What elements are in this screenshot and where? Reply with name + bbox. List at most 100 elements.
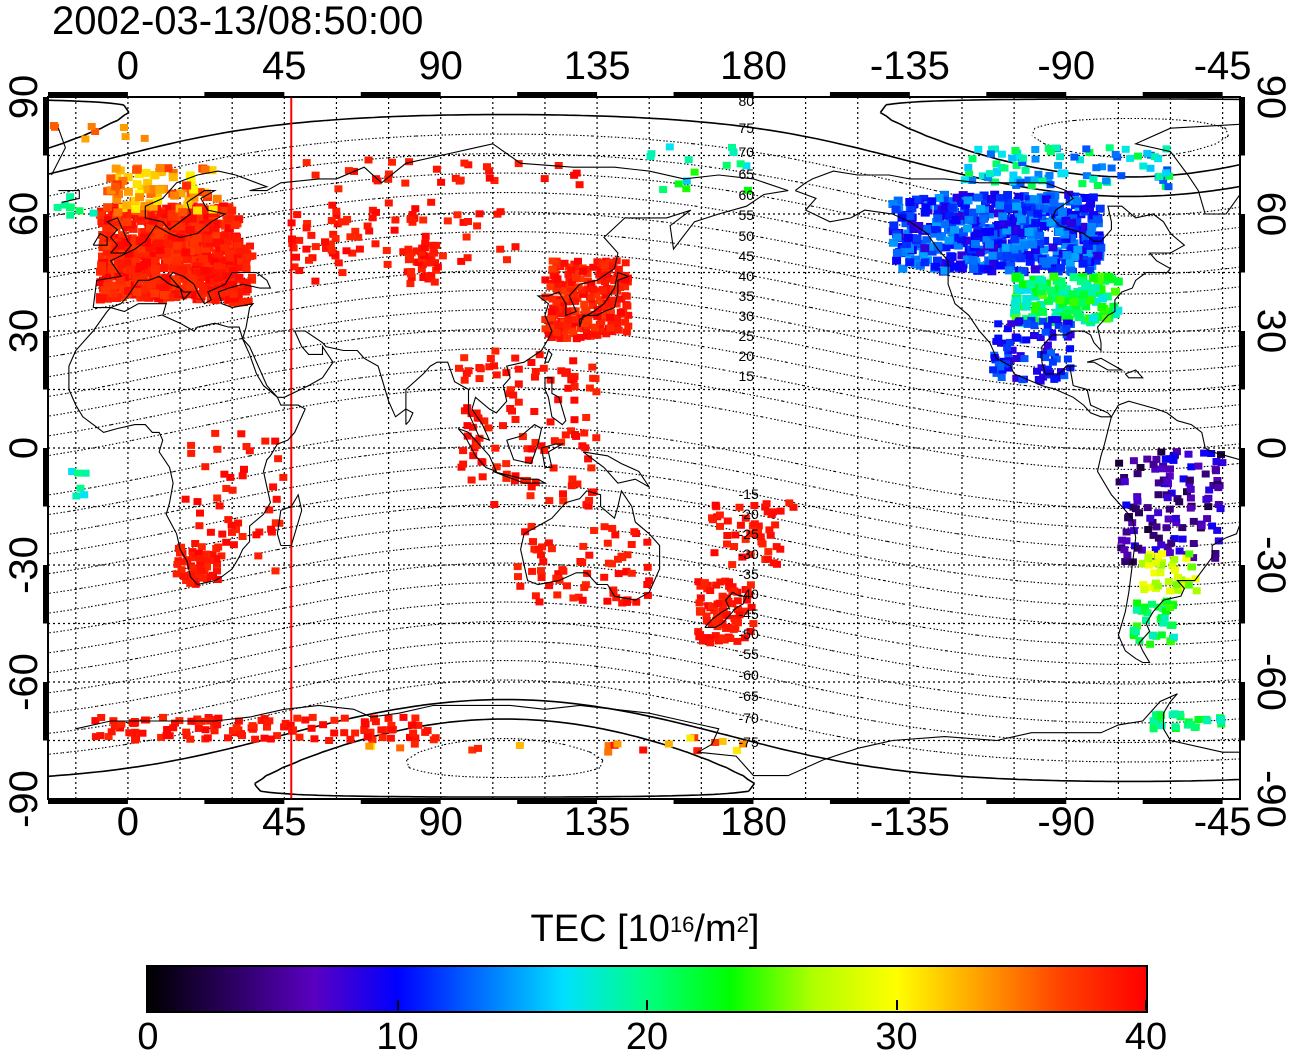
tec-point (712, 616, 721, 624)
tec-point (491, 444, 500, 452)
coastline (51, 123, 1240, 215)
tec-point (958, 191, 968, 200)
tec-point (769, 559, 778, 567)
tec-point (241, 253, 250, 261)
contour-label: 70 (738, 143, 755, 160)
tec-point (215, 247, 224, 254)
tec-point (1120, 546, 1129, 554)
frame-band (48, 92, 128, 97)
tec-point (920, 244, 930, 253)
tec-point (390, 226, 399, 234)
tec-point (60, 201, 69, 209)
tec-point (1157, 448, 1166, 456)
tec-point (728, 561, 737, 569)
geomagnetic-contour (48, 562, 1240, 646)
tec-point (1189, 554, 1198, 562)
tec-point (1036, 377, 1045, 385)
tec-point (1036, 301, 1046, 309)
tec-point (363, 733, 372, 741)
tec-point (1213, 526, 1222, 534)
tec-point (621, 318, 630, 326)
tec-point (384, 714, 393, 722)
tec-point (1150, 569, 1159, 577)
tec-point (994, 221, 1004, 229)
tec-point (976, 220, 986, 229)
tec-point (976, 204, 986, 213)
tec-point (514, 398, 523, 406)
tec-point (195, 522, 204, 530)
tec-point (1073, 245, 1083, 254)
tec-point (1030, 292, 1040, 301)
tec-point (234, 241, 242, 249)
tec-point (521, 528, 530, 536)
tec-point (222, 485, 231, 492)
tec-point (608, 524, 617, 532)
tec-point (690, 168, 699, 176)
tec-point (544, 330, 553, 338)
tec-point (234, 519, 243, 527)
tec-point (1066, 234, 1076, 243)
tec-point (699, 637, 707, 645)
tec-point (149, 251, 159, 260)
tec-point (710, 549, 719, 557)
tec-point (373, 177, 382, 185)
tec-point (548, 265, 557, 273)
tec-point (185, 225, 195, 234)
tec-point (1012, 202, 1022, 211)
tec-point (1185, 476, 1194, 484)
tec-point (1092, 164, 1101, 172)
tec-point (1063, 355, 1072, 363)
tec-point (141, 238, 151, 247)
tec-point (230, 221, 240, 229)
geomagnetic-contour (48, 387, 1240, 470)
tec-point (998, 212, 1008, 221)
tec-point (154, 294, 164, 303)
tec-point (430, 278, 439, 286)
tec-point (364, 156, 373, 164)
coastline (704, 591, 748, 628)
tec-point (1168, 711, 1177, 719)
tec-point (173, 560, 182, 568)
frame-band (517, 799, 598, 804)
lon-tick-label: -90 (1037, 800, 1096, 844)
tec-point (537, 567, 545, 575)
tec-point (940, 220, 949, 229)
tec-point (195, 188, 205, 197)
tec-point (716, 522, 724, 530)
tec-point (290, 263, 299, 271)
tec-point (66, 193, 75, 201)
tec-point (918, 250, 928, 259)
tec-point (1054, 161, 1063, 169)
tec-point (578, 596, 587, 604)
tec-point (1197, 522, 1206, 530)
tec-point (95, 210, 105, 219)
tec-point (589, 263, 598, 271)
tec-point (195, 280, 204, 289)
tec-point (964, 163, 973, 171)
tec-point (111, 164, 121, 173)
tec-point (1085, 203, 1094, 212)
tec-point (237, 288, 246, 296)
tec-point (228, 528, 236, 536)
tec-point (933, 214, 943, 223)
tec-point (614, 570, 623, 578)
tec-point (146, 190, 156, 199)
tec-point (388, 158, 396, 166)
tec-point (962, 255, 972, 264)
tec-point (1189, 517, 1198, 525)
geomagnetic-contour (48, 621, 1240, 704)
tec-point (728, 144, 736, 151)
tec-point (237, 430, 246, 438)
coastline (457, 427, 498, 473)
tec-point (952, 193, 962, 202)
lat-tick-label: 30 (1249, 308, 1292, 354)
tec-point (123, 173, 133, 182)
tec-point (122, 201, 132, 210)
tec-point (182, 263, 192, 272)
tec-point (111, 217, 121, 226)
tec-point (142, 286, 152, 295)
tec-point (408, 211, 417, 218)
tec-point (163, 164, 173, 173)
tec-point (1036, 287, 1046, 296)
tec-point (1185, 550, 1194, 558)
